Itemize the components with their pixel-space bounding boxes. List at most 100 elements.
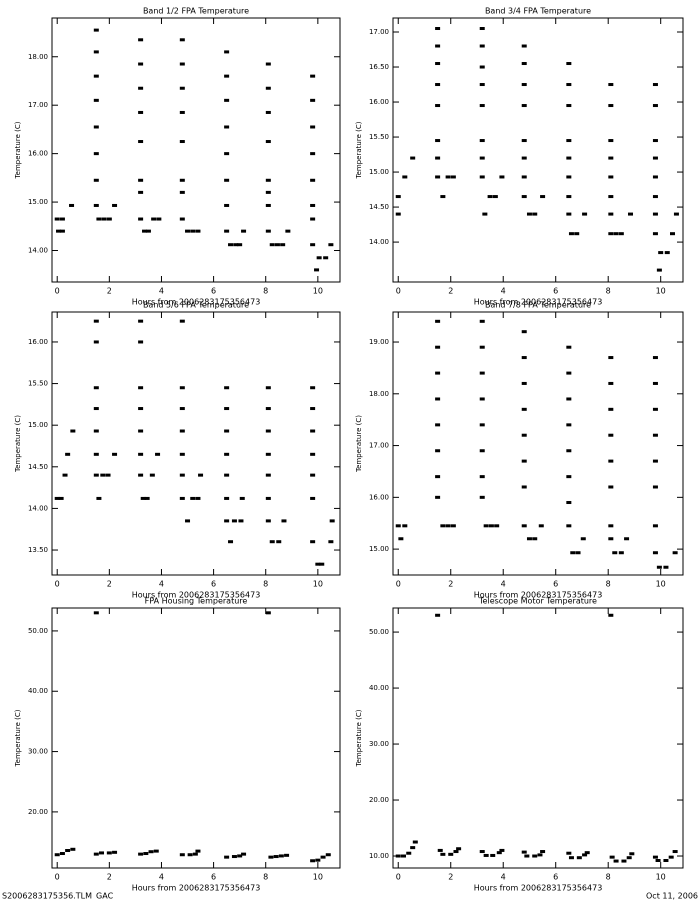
data-point — [224, 229, 230, 233]
data-point — [479, 44, 485, 48]
data-point — [658, 251, 664, 255]
data-point — [138, 110, 144, 114]
data-point — [668, 855, 674, 859]
data-point — [179, 62, 185, 66]
data-point — [241, 852, 247, 856]
data-point — [138, 62, 144, 66]
data-point — [112, 452, 118, 456]
data-point — [329, 519, 335, 523]
x-tick-label: 10 — [656, 873, 666, 882]
y-tick-label: 16.50 — [369, 63, 389, 71]
data-point — [479, 397, 485, 401]
data-point — [224, 152, 230, 156]
data-point — [190, 229, 196, 233]
data-point — [479, 65, 485, 69]
data-point — [140, 496, 146, 500]
data-point — [487, 195, 493, 199]
y-tick-label: 10.00 — [369, 852, 389, 860]
data-point — [435, 104, 441, 108]
data-point — [566, 104, 572, 108]
y-tick-label: 40.00 — [369, 684, 389, 692]
data-point — [540, 850, 546, 854]
data-point — [395, 212, 401, 216]
data-point — [265, 62, 271, 66]
data-point — [265, 496, 271, 500]
data-point — [488, 524, 494, 528]
panel-title: Band 3/4 FPA Temperature — [485, 7, 591, 16]
data-point — [453, 850, 459, 854]
data-point — [310, 243, 316, 247]
data-point — [144, 496, 150, 500]
y-tick-label: 20.00 — [369, 796, 389, 804]
data-point — [58, 496, 64, 500]
data-point — [656, 268, 662, 272]
y-tick-label: 19.00 — [369, 338, 389, 346]
data-point — [93, 319, 99, 323]
footer-date: Oct 11, 2006 — [646, 892, 698, 900]
data-point — [566, 212, 572, 216]
data-point — [179, 110, 185, 114]
data-point — [265, 140, 271, 144]
x-axis-label: Hours from 2006283175356473 — [132, 591, 261, 600]
y-tick-label: 16.00 — [28, 338, 48, 346]
data-point — [65, 452, 71, 456]
data-point — [612, 551, 618, 555]
data-point — [315, 858, 321, 862]
y-tick-label: 40.00 — [28, 687, 48, 695]
x-tick-label: 0 — [396, 580, 401, 589]
data-point — [628, 212, 634, 216]
data-point — [179, 407, 185, 411]
data-point — [195, 849, 201, 853]
data-point — [652, 433, 658, 437]
data-point — [410, 846, 416, 850]
data-point — [138, 852, 144, 856]
data-point — [138, 452, 144, 456]
data-point — [310, 74, 316, 78]
data-point — [93, 852, 99, 856]
data-point — [237, 854, 243, 858]
data-point — [608, 83, 614, 87]
x-tick-label: 10 — [313, 873, 323, 882]
data-point — [265, 229, 271, 233]
data-point — [280, 243, 286, 247]
data-point — [479, 156, 485, 160]
data-point — [239, 496, 245, 500]
data-point — [179, 319, 185, 323]
data-point — [437, 848, 443, 852]
y-axis-label: Temperature (C) — [355, 709, 363, 767]
data-point — [285, 229, 291, 233]
data-point — [93, 178, 99, 182]
data-point — [608, 613, 614, 617]
data-point — [179, 178, 185, 182]
x-tick-label: 10 — [656, 580, 666, 589]
panel-title: Band 5/6 FPA Temperature — [143, 301, 249, 310]
y-tick-label: 15.00 — [369, 545, 389, 553]
data-point — [521, 83, 527, 87]
y-tick-label: 14.00 — [28, 504, 48, 512]
data-point — [323, 256, 329, 260]
plot-frame — [392, 17, 684, 283]
data-point — [93, 125, 99, 129]
data-point — [652, 485, 658, 489]
data-point — [672, 850, 678, 854]
x-tick-label: 8 — [263, 873, 268, 882]
panel: Band 3/4 FPA Temperature Hours from 20062… — [355, 7, 684, 307]
x-tick-label: 2 — [448, 580, 453, 589]
data-point — [538, 524, 544, 528]
data-point — [566, 475, 572, 479]
x-tick-label: 4 — [501, 873, 506, 882]
y-tick-label: 16.00 — [369, 493, 389, 501]
data-point — [613, 232, 619, 236]
data-point — [70, 847, 76, 851]
data-point — [112, 203, 118, 207]
data-point — [445, 175, 451, 179]
data-point — [656, 565, 662, 569]
data-point — [490, 853, 496, 857]
x-tick-label: 8 — [606, 873, 611, 882]
data-point — [566, 501, 572, 505]
y-axis-label: Temperature (C) — [14, 121, 22, 179]
data-point — [96, 217, 102, 221]
data-point — [440, 195, 446, 199]
